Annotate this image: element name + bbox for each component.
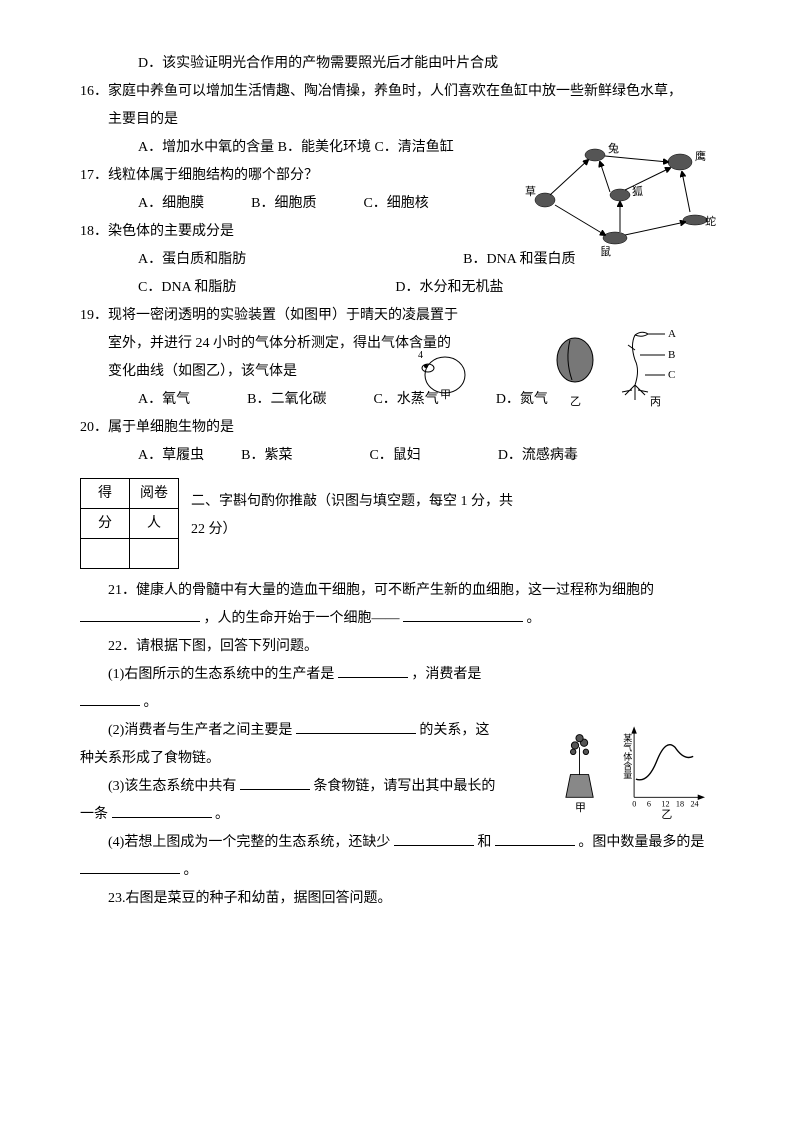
label-rabbit: 兔	[608, 141, 619, 155]
score-col1-r: 分	[81, 509, 130, 539]
q20-opts: A．草履虫 B．紫菜 C．鼠妇 D．流感病毒	[80, 442, 720, 470]
label-eagle: 鹰	[695, 149, 706, 163]
label-snake: 蛇	[705, 214, 716, 228]
svg-text:甲: 甲	[440, 389, 451, 400]
q20-a: A．草履虫	[138, 448, 204, 463]
section2-header: 得 阅卷 分 人 二、字斟句酌你推敲（识图与填空题，每空 1 分，共 22 分）	[80, 478, 720, 569]
q18-d: D．水分和无机盐	[395, 280, 503, 295]
q20-c: C．鼠妇	[369, 448, 420, 463]
svg-text:4: 4	[418, 350, 423, 361]
label-fox: 狐	[632, 184, 643, 198]
q22-1b: 。	[80, 689, 720, 717]
label-c: C	[668, 369, 675, 381]
score-col2-h: 阅卷	[130, 479, 179, 509]
blank-22-1b[interactable]	[80, 691, 140, 706]
section2-title: 二、字斟句酌你推敲（识图与填空题，每空 1 分，共	[191, 494, 513, 509]
label-jia2: 甲	[575, 802, 586, 814]
q22-4b: 。	[80, 857, 720, 885]
blank-21-1[interactable]	[80, 607, 200, 622]
q15-d: D．该实验证明光合作用的产物需要照光后才能由叶片合成	[80, 50, 720, 78]
flask-figure: 4 甲	[410, 340, 470, 400]
q22-1: (1)右图所示的生态系统中的生产者是 ，消费者是	[80, 661, 720, 689]
q19-b: B．二氧化碳	[247, 392, 326, 407]
svg-text:18: 18	[676, 799, 684, 808]
section2-title2: 22 分）	[191, 522, 237, 537]
q16-cont: 主要目的是	[80, 106, 720, 134]
q19-a: A．氧气	[138, 392, 190, 407]
svg-text:6: 6	[647, 799, 651, 808]
blank-22-2[interactable]	[296, 719, 416, 734]
q22-4: (4)若想上图成为一个完整的生态系统，还缺少 和 。图中数量最多的是	[80, 829, 720, 857]
pot-graph-figure: 甲 某气体含量 0 6 12 18 24 乙	[540, 720, 710, 820]
q18-c: C．DNA 和脂肪	[138, 280, 236, 295]
score-table: 得 阅卷 分 人	[80, 478, 179, 569]
seed-figure: A B C 乙 丙	[550, 320, 690, 410]
label-mouse: 鼠	[600, 244, 611, 258]
label-a: A	[668, 328, 676, 340]
q22: 22．请根据下图，回答下列问题。	[80, 633, 720, 661]
svg-text:24: 24	[690, 799, 698, 808]
q16: 16．家庭中养鱼可以增加生活情趣、陶冶情操，养鱼时，人们喜欢在鱼缸中放一些新鲜绿…	[80, 78, 720, 106]
exam-page: 兔 鹰 狐 草 鼠 蛇 4 甲 A B C 乙 丙	[0, 0, 800, 963]
q20-d: D．流感病毒	[498, 448, 578, 463]
blank-22-3b[interactable]	[112, 803, 212, 818]
blank-22-3a[interactable]	[240, 775, 310, 790]
svg-text:0: 0	[632, 799, 636, 808]
q19-d: D．氮气	[496, 392, 548, 407]
score-col2-r: 人	[130, 509, 179, 539]
q20-b: B．紫菜	[241, 448, 292, 463]
label-yi2: 乙	[661, 808, 672, 820]
blank-21-2[interactable]	[403, 607, 523, 622]
q17-c: C．细胞核	[363, 196, 428, 211]
q17-b: B．细胞质	[251, 196, 316, 211]
label-grass: 草	[525, 185, 536, 198]
blank-22-4c[interactable]	[80, 859, 180, 874]
q18-a: A．蛋白质和脂肪	[138, 252, 246, 267]
q21-2: ，人的生命开始于一个细胞—— 。	[80, 605, 720, 633]
q21: 21．健康人的骨髓中有大量的造血干细胞，可不断产生新的血细胞，这一过程称为细胞的	[80, 577, 720, 605]
q23: 23.右图是菜豆的种子和幼苗，据图回答问题。	[80, 885, 720, 913]
label-yi: 乙	[570, 395, 581, 408]
label-bing: 丙	[650, 396, 661, 408]
food-web-figure: 兔 鹰 狐 草 鼠 蛇	[520, 140, 720, 260]
blank-22-4b[interactable]	[495, 831, 575, 846]
blank-22-4a[interactable]	[394, 831, 474, 846]
q20: 20．属于单细胞生物的是	[80, 414, 720, 442]
label-b: B	[668, 349, 675, 361]
graph-ylabel: 某气体含量	[622, 734, 633, 779]
blank-22-1a[interactable]	[338, 663, 408, 678]
score-col1-h: 得	[81, 479, 130, 509]
q18-row2: C．DNA 和脂肪 D．水分和无机盐	[80, 274, 720, 302]
q17-a: A．细胞膜	[138, 196, 204, 211]
svg-text:12: 12	[661, 799, 669, 808]
